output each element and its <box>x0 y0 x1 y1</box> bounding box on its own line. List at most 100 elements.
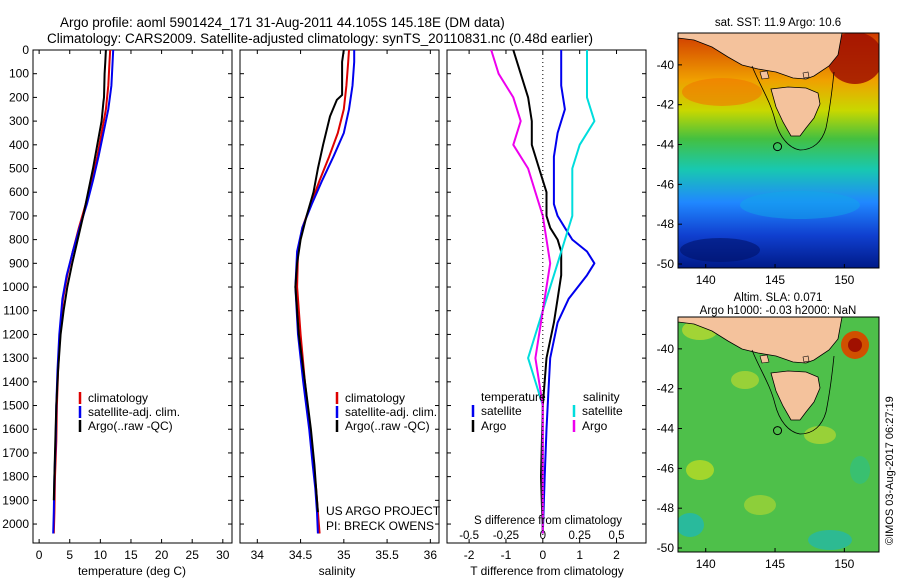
depth-tick-label: 200 <box>9 90 29 104</box>
x-tick-label: 34.5 <box>289 548 313 562</box>
depth-tick-label: 1100 <box>3 304 29 318</box>
sla-map-frame <box>677 316 880 553</box>
depth-tick-label: 0 <box>22 43 29 57</box>
lat-tick-label: -46 <box>657 177 675 191</box>
x-tick-label: 10 <box>94 548 108 562</box>
legend-label-climatology: climatology <box>88 391 148 405</box>
pi-credit: PI: BRECK OWENS <box>326 519 434 533</box>
depth-tick-label: 700 <box>9 209 29 223</box>
legend-label-satellite: satellite-adj. clim. <box>345 405 437 419</box>
s-diff-tick-label: 0.5 <box>609 530 625 542</box>
header-line-2: Climatology: CARS2009. Satellite-adjuste… <box>47 31 593 46</box>
x-tick-label: 15 <box>124 548 138 562</box>
panel-series-group <box>294 50 356 534</box>
depth-tick-label: 600 <box>9 185 29 199</box>
x-tick-label: -1 <box>501 548 512 562</box>
mainland-land <box>678 33 843 80</box>
lon-tick-label: 145 <box>765 273 785 287</box>
x-tick-label: 30 <box>216 548 230 562</box>
lat-tick-label: -48 <box>657 217 675 231</box>
x-tick-label: 2 <box>613 548 620 562</box>
s-diff-tick-label: -0.25 <box>493 530 519 542</box>
x-tick-label: 20 <box>155 548 169 562</box>
x-tick-label: 34 <box>251 548 265 562</box>
depth-tick-label: 500 <box>9 162 29 176</box>
legend-label-sal-argo: Argo <box>582 419 608 433</box>
project-credit: US ARGO PROJECT <box>326 504 441 518</box>
lat-tick-label: -50 <box>657 257 675 271</box>
x-tick-label: 35.5 <box>375 548 399 562</box>
tasmania-land <box>770 370 821 421</box>
depth-tick-label: 1900 <box>2 493 29 507</box>
legend-head-salinity: salinity <box>583 390 620 404</box>
map-axes: 140 145 150 -40 -42 -44 -46 -48 -50 140 145 150 -40 -… <box>657 58 855 571</box>
sst-warm-patch <box>682 78 762 106</box>
axes-layer: 0100200300400500600700800900100011001200… <box>2 43 646 562</box>
sst-map-title: sat. SST: 11.9 Argo: 10.6 <box>715 17 841 29</box>
series-line-temperature-argo <box>512 50 563 534</box>
bass-strait-islands <box>759 354 810 364</box>
lon-tick-label: 145 <box>765 557 785 571</box>
x-tick-label: 1 <box>576 548 583 562</box>
lat-tick-label: -48 <box>657 501 675 515</box>
imos-timestamp: ©IMOS 03-Aug-2017 06:27:19 <box>884 396 896 545</box>
depth-tick-label: 300 <box>9 114 29 128</box>
s-difference-axis-label: S difference from climatology <box>474 515 622 527</box>
lon-tick-label: 150 <box>834 273 854 287</box>
sst-cool-patch <box>740 191 860 219</box>
x-tick-label: 36 <box>424 548 438 562</box>
salinity-panel-frame <box>239 49 440 544</box>
sla-low-patch <box>808 530 852 550</box>
float-position-marker <box>773 426 783 436</box>
s-diff-tick-label: 0 <box>540 530 546 542</box>
depth-tick-label: 400 <box>9 138 29 152</box>
lat-tick-label: -44 <box>657 422 675 436</box>
series-line-argo-raw-qc <box>52 50 107 501</box>
sst-map-frame <box>677 32 880 269</box>
legend-head-temperature: temperature <box>481 390 546 404</box>
depth-tick-label: 1200 <box>2 327 29 341</box>
legend-label-climatology: climatology <box>345 391 405 405</box>
salinity-legend: climatology satellite-adj. clim. Argo(..… <box>335 391 437 433</box>
temperature-axis-label: temperature (deg C) <box>78 564 186 578</box>
lat-tick-label: -42 <box>657 382 675 396</box>
depth-tick-label: 100 <box>9 67 29 81</box>
depth-tick-label: 1000 <box>2 280 29 294</box>
depth-tick-label: 900 <box>9 256 29 270</box>
legend-label-temp-satellite: satellite <box>481 404 522 418</box>
header-line-1: Argo profile: aoml 5901424_171 31-Aug-20… <box>60 15 505 30</box>
lat-tick-label: -50 <box>657 541 675 555</box>
legend-label-temp-argo: Argo <box>481 419 507 433</box>
legend-label-argo: Argo(..raw -QC) <box>345 419 430 433</box>
depth-tick-label: 1400 <box>2 375 29 389</box>
series-line-argo-raw-qc <box>294 50 345 513</box>
sla-low-patch <box>678 513 704 537</box>
series-line-salinity-argo <box>490 50 552 534</box>
series-line-salinity-satellite <box>527 50 596 534</box>
series-layer <box>52 50 596 534</box>
x-tick-label: 0 <box>539 548 546 562</box>
depth-tick-label: 1600 <box>2 422 29 436</box>
s-diff-tick-label: 0.25 <box>568 530 590 542</box>
panel-series-group <box>490 50 596 534</box>
depth-contour <box>751 349 835 435</box>
sla-map-title-1: Altim. SLA: 0.071 <box>734 292 823 304</box>
bass-strait-islands <box>759 70 810 80</box>
lat-tick-label: -40 <box>657 342 675 356</box>
lat-tick-label: -46 <box>657 461 675 475</box>
lon-tick-label: 140 <box>696 557 716 571</box>
x-tick-label: 25 <box>186 548 200 562</box>
depth-tick-label: 1800 <box>2 470 29 484</box>
lat-tick-label: -44 <box>657 138 675 152</box>
temperature-legend: climatology satellite-adj. clim. Argo(..… <box>78 391 180 433</box>
sla-high-eddy-core <box>848 338 862 352</box>
s-diff-tick-label: -0.5 <box>459 530 479 542</box>
x-tick-label: 35 <box>337 548 351 562</box>
salinity-axis-label: salinity <box>319 564 356 578</box>
depth-tick-label: 2000 <box>2 517 29 531</box>
sst-cold-patch <box>680 238 760 262</box>
difference-legend: temperature salinity satellite Argo sate… <box>471 390 623 433</box>
sst-map <box>678 33 879 268</box>
panel-series-group <box>52 50 115 534</box>
x-tick-label: 5 <box>66 548 73 562</box>
